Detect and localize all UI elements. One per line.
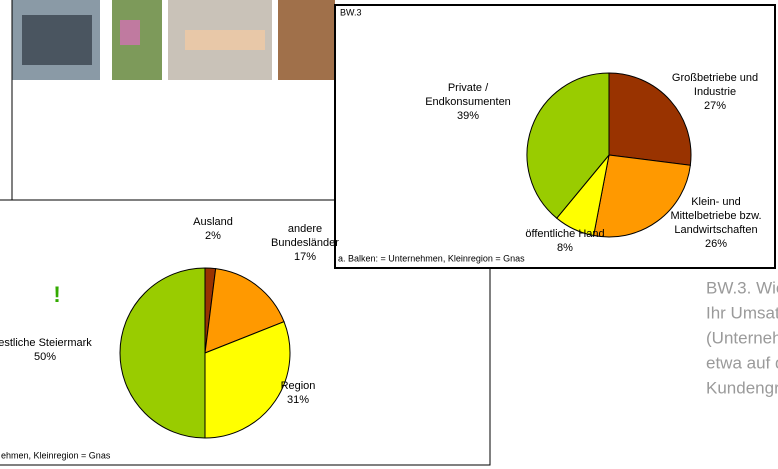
slice-label: Mittelbetriebe bzw.: [670, 210, 761, 222]
slice-label: Industrie: [694, 86, 736, 98]
slice-label: Ausland: [193, 216, 233, 228]
pie-slice: [119, 267, 206, 439]
pie-slice: [608, 72, 692, 166]
value-label: 27%: [704, 100, 726, 112]
value-label: 8%: [557, 242, 573, 254]
question-line: Ihr Umsatz: [706, 303, 778, 322]
value-label: 17%: [294, 251, 316, 263]
slice-label: Großbetriebe und: [672, 72, 758, 84]
footnote: ehmen, Kleinregion = Gnas: [1, 450, 111, 460]
question-line: Kundengruppen?: [706, 378, 778, 397]
slice-label: Endkonsumenten: [425, 96, 511, 108]
chart-id: BW.3: [340, 7, 362, 17]
question: BW.3. Wie verteilt sich Ihr Umsatz (Untern…: [706, 278, 778, 397]
photo-strip: [11, 0, 335, 200]
pie-slice: [526, 72, 610, 219]
slice-label: estliche Steiermark: [0, 337, 92, 349]
value-label: 39%: [457, 110, 479, 122]
pie-slice: [204, 321, 291, 439]
footnote: a. Balken: = Unternehmen, Kleinregion = …: [338, 253, 525, 263]
exclamation: !: [53, 282, 60, 307]
slice-label: öffentliche Hand: [525, 228, 604, 240]
question-line: (Unternehmer) in: [706, 328, 778, 347]
slice-label: Klein- und: [691, 196, 741, 208]
slice-label: Bundesländer: [271, 237, 339, 249]
slice-label: Region: [281, 380, 316, 392]
question-line: etwa auf die folgenden: [706, 353, 778, 372]
slice-label: andere: [288, 223, 322, 235]
slice-label: Landwirtschaften: [674, 224, 757, 236]
slice-label: Private /: [448, 82, 489, 94]
question-line: BW.3. Wie verteilt sich: [706, 278, 778, 297]
value-label: 31%: [287, 394, 309, 406]
pie-slice: [204, 268, 285, 354]
value-label: 50%: [34, 351, 56, 363]
pie-slice: [593, 154, 691, 238]
value-label: 26%: [705, 238, 727, 250]
value-label: 2%: [205, 230, 221, 242]
